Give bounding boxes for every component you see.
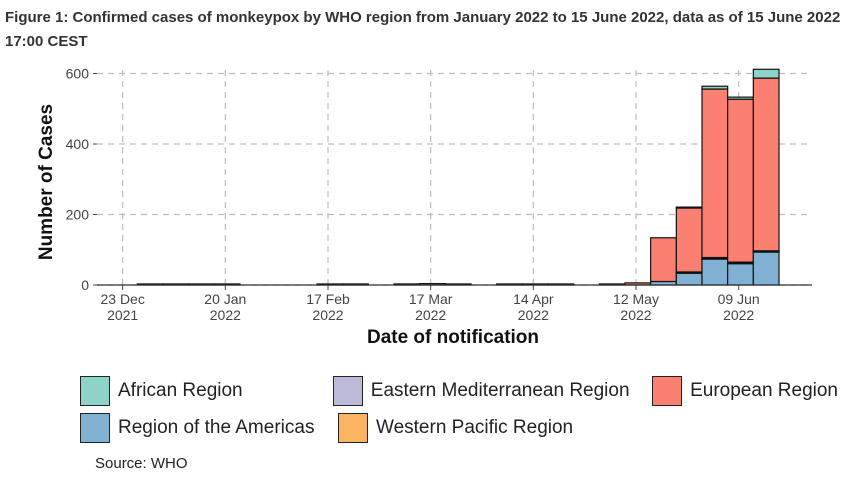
y-axis-label: Number of Cases (36, 104, 57, 260)
y-tick-label: 200 (66, 207, 90, 223)
legend-item-region-of-the-americas: Region of the Americas (80, 412, 330, 443)
legend-item-european-region: European Region (652, 375, 838, 406)
legend-swatch (652, 375, 683, 406)
legend-item-african-region: African Region (80, 375, 325, 406)
x-tick-label: 2022 (518, 307, 549, 323)
bar-segment (701, 85, 729, 90)
y-tick-label: 600 (66, 66, 90, 82)
x-tick-label: 14 Apr (513, 291, 554, 307)
bar-segment (650, 237, 677, 283)
legend-label: African Region (118, 379, 243, 401)
bar-segment (752, 250, 780, 286)
bar-segment (701, 88, 729, 259)
bar-segment (701, 257, 729, 286)
x-tick-label: 2022 (723, 307, 754, 323)
x-axis-label: Date of notification (367, 327, 539, 348)
bar-segment (727, 262, 754, 286)
y-tick-label: 400 (66, 136, 90, 152)
x-tick-label: 12 May (613, 291, 659, 307)
legend-row: Region of the Americas Western Pacific R… (80, 409, 846, 446)
chart-legend: African Region Eastern Mediterranean Reg… (80, 372, 846, 446)
x-tick-label: 23 Dec (100, 291, 144, 307)
x-tick-label: 2022 (415, 307, 446, 323)
x-tick-label: 2022 (312, 307, 343, 323)
x-tick-label: 2021 (107, 307, 138, 323)
legend-row: African Region Eastern Mediterranean Reg… (80, 372, 846, 409)
chart-bars (136, 68, 780, 286)
legend-label: Region of the Americas (118, 416, 315, 438)
legend-item-eastern-mediterranean-region: Eastern Mediterranean Region (332, 375, 644, 406)
legend-label: Eastern Mediterranean Region (370, 379, 630, 401)
x-tick-label: 17 Feb (306, 291, 350, 307)
bar-segment (675, 207, 703, 273)
legend-label: European Region (690, 379, 838, 401)
legend-swatch (332, 375, 363, 406)
legend-item-western-pacific-region: Western Pacific Region (338, 412, 656, 443)
legend-label: Western Pacific Region (376, 416, 574, 438)
bar-segment (727, 98, 754, 263)
bar-segment (675, 206, 703, 209)
x-tick-label: 09 Jun (718, 291, 760, 307)
figure-title: Figure 1: Confirmed cases of monkeypox b… (5, 9, 841, 50)
bar-segment (727, 96, 754, 100)
y-tick-label: 0 (81, 277, 89, 293)
legend-swatch (80, 375, 110, 406)
x-tick-label: 2022 (620, 307, 651, 323)
legend-swatch (80, 412, 110, 443)
x-tick-label: 20 Jan (204, 291, 246, 307)
source-note: Source: WHO (95, 455, 188, 472)
x-tick-label: 17 Mar (409, 291, 453, 307)
bar-segment (752, 68, 780, 79)
bar-segment (752, 77, 780, 252)
x-tick-label: 2022 (210, 307, 241, 323)
legend-swatch (338, 412, 368, 443)
bar-segment (675, 272, 703, 286)
